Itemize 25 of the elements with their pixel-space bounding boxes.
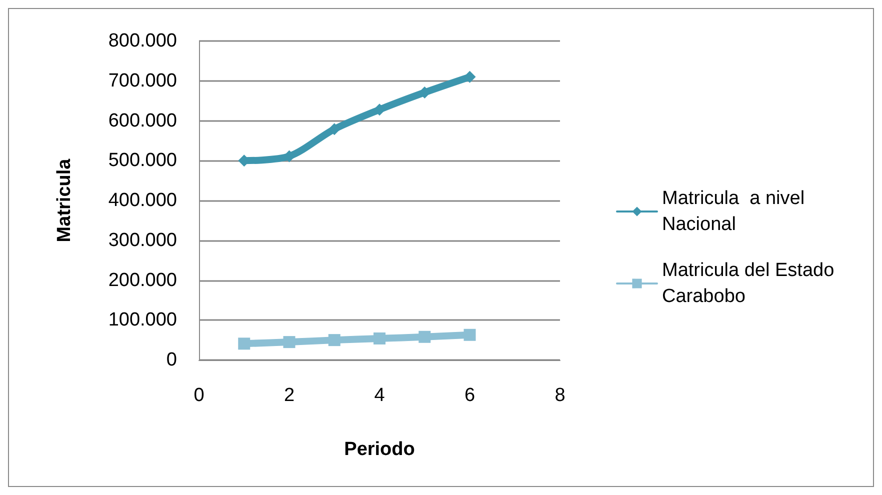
x-tick-label: 0 bbox=[194, 385, 204, 406]
legend-label: Matricula a nivel Nacional bbox=[662, 188, 810, 235]
y-tick-label: 500.000 bbox=[108, 150, 177, 172]
y-tick-label: 700.000 bbox=[108, 70, 177, 92]
y-tick-label: 800.000 bbox=[108, 30, 177, 52]
y-axis-title: Matricula bbox=[54, 158, 75, 242]
y-tick-label: 300.000 bbox=[108, 230, 177, 251]
x-tick-label: 2 bbox=[284, 385, 295, 406]
x-tick-label: 4 bbox=[374, 385, 386, 406]
x-tick-label: 8 bbox=[554, 385, 566, 406]
y-tick-label: 100.000 bbox=[108, 310, 177, 331]
x-tick-label: 6 bbox=[464, 385, 476, 406]
y-tick-label: 0 bbox=[166, 350, 177, 370]
x-axis-title: Periodo bbox=[344, 439, 415, 460]
legend-label: Matricula del Estado Carabobo bbox=[662, 260, 840, 307]
y-tick-label: 200.000 bbox=[108, 270, 177, 291]
point bbox=[374, 332, 386, 344]
point bbox=[328, 334, 340, 346]
y-tick-label: 400.000 bbox=[108, 190, 177, 211]
y-tick-label: 600.000 bbox=[108, 110, 177, 132]
point bbox=[328, 123, 340, 136]
point bbox=[283, 336, 296, 348]
point bbox=[418, 330, 431, 343]
point bbox=[238, 338, 250, 350]
point bbox=[464, 328, 476, 341]
